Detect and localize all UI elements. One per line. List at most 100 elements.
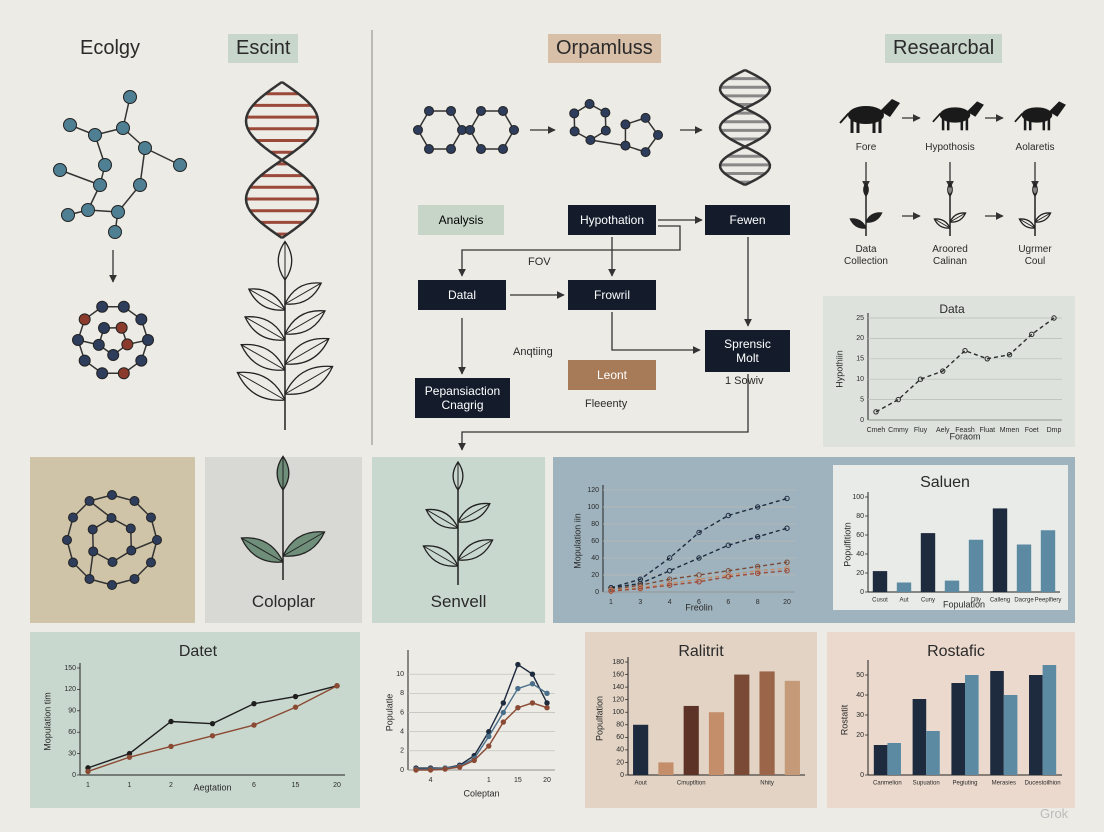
dna-strand: [718, 68, 772, 187]
atom: [121, 338, 134, 351]
atom: [476, 105, 486, 116]
y-tick-label: 40: [616, 747, 624, 754]
x-tick-label: Nhity: [760, 781, 774, 787]
atom: [145, 557, 156, 568]
point: [529, 700, 536, 706]
atom: [640, 147, 651, 158]
y-tick-label: 120: [64, 686, 76, 693]
leaf: [949, 212, 967, 223]
atom: [78, 313, 91, 326]
bar: [965, 675, 979, 775]
x-tick-label: 1: [128, 782, 132, 789]
point: [251, 722, 257, 728]
point: [696, 579, 702, 585]
leaf: [247, 288, 286, 311]
atom: [88, 546, 99, 557]
atom: [584, 99, 595, 110]
leaf: [425, 508, 459, 529]
atom: [498, 105, 508, 116]
x-tick-label: 15: [514, 777, 522, 784]
panel-label: Coloplar: [251, 592, 316, 611]
y-axis-label: Populatle: [384, 694, 394, 732]
point: [666, 555, 673, 561]
atom: [135, 313, 148, 326]
atom: [61, 208, 75, 222]
x-tick-label: Fluy: [914, 427, 928, 434]
x-tick-label: 20: [333, 782, 341, 789]
atom: [138, 141, 152, 155]
atom: [107, 490, 117, 500]
flow-note: 1 Sowiv: [725, 375, 764, 387]
point: [784, 568, 790, 574]
molecule: [53, 90, 187, 239]
atom: [498, 144, 508, 155]
atom: [129, 496, 140, 507]
atom: [133, 178, 147, 192]
atom: [129, 573, 140, 584]
y-tick-label: 120: [612, 697, 624, 704]
leaf-vein: [1034, 212, 1051, 223]
point: [784, 495, 790, 502]
atom: [569, 108, 580, 119]
point: [442, 766, 448, 772]
atom: [585, 134, 596, 145]
leaf: [452, 460, 464, 491]
x-tick-label: Merasies: [992, 781, 1016, 787]
x-tick-label: Dlly: [971, 598, 981, 604]
line-series: [875, 317, 1055, 413]
plant: [933, 182, 967, 236]
panel: [30, 457, 195, 623]
bar: [784, 680, 800, 775]
atom: [620, 119, 631, 130]
leaf: [284, 337, 330, 365]
atom: [115, 321, 128, 334]
y-axis-label: Mopulation tim: [42, 692, 52, 751]
point: [334, 683, 340, 689]
bar: [1042, 665, 1057, 775]
flow-node: Leont: [568, 360, 656, 390]
point: [500, 709, 507, 716]
atom: [107, 580, 117, 590]
x-tick-label: Aut: [899, 598, 908, 604]
leaf: [282, 531, 326, 557]
molecule: [569, 99, 663, 158]
atom: [125, 523, 136, 534]
point: [1029, 331, 1035, 338]
x-tick-label: 2: [169, 782, 173, 789]
panel: [823, 296, 1075, 447]
x-tick-label: 4: [668, 599, 672, 606]
flow-node: Hypothation: [568, 205, 656, 235]
molecule: [72, 300, 154, 380]
atom: [117, 367, 130, 380]
atom: [116, 121, 130, 135]
bar: [990, 671, 1004, 775]
point: [168, 743, 174, 750]
atom: [96, 367, 109, 380]
panel: [585, 632, 817, 808]
bar: [872, 571, 888, 592]
heading: Escint: [228, 34, 299, 63]
leaf-vein: [282, 531, 325, 557]
chart-title: Data: [939, 302, 965, 316]
y-tick-label: 50: [856, 672, 864, 679]
point: [984, 356, 990, 362]
point: [754, 534, 761, 540]
atom: [446, 144, 456, 155]
x-axis-label: Fopulation: [943, 599, 985, 609]
x-tick-label: 6: [697, 599, 701, 606]
leaf: [240, 343, 286, 371]
bond: [59, 169, 101, 186]
research-step: Fore: [855, 142, 877, 153]
atom: [106, 513, 117, 524]
x-axis-label: Foraom: [949, 431, 980, 441]
x-tick-label: Ducestoilhion: [1025, 781, 1061, 787]
point: [427, 767, 434, 773]
plant: [240, 455, 326, 580]
flow-node: Fewen: [705, 205, 790, 235]
point: [544, 705, 550, 711]
atom: [600, 125, 611, 136]
line-series: [416, 682, 548, 770]
atom: [81, 203, 95, 217]
y-tick-label: 20: [856, 570, 864, 577]
